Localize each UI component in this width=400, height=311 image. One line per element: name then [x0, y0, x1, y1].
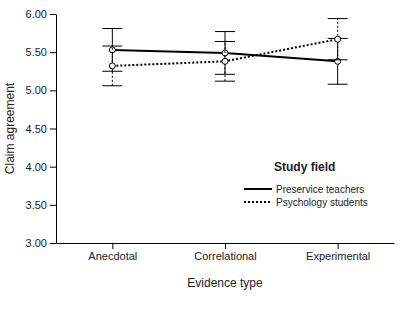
marks — [102, 19, 347, 86]
y-tick-mark — [50, 167, 56, 168]
error-bar — [215, 41, 235, 81]
y-tick-mark — [50, 243, 56, 244]
error-bar — [102, 46, 122, 86]
error-bar-cap — [102, 71, 122, 72]
y-tick: 4.50 — [26, 123, 56, 135]
y-tick-label: 5.50 — [26, 46, 47, 58]
y-tick-label: 3.00 — [26, 237, 47, 249]
x-tick-mark — [338, 243, 339, 249]
y-tick-label: 6.00 — [26, 8, 47, 20]
y-tick-mark — [50, 205, 56, 206]
point — [335, 36, 341, 42]
y-tick-mark — [50, 14, 56, 15]
error-bar-cap — [328, 18, 348, 19]
error-bar-cap — [328, 59, 348, 60]
x-tick-mark — [112, 243, 113, 249]
error-bar-cap — [215, 41, 235, 42]
error-bar-cap — [215, 74, 235, 75]
y-tick: 5.00 — [26, 84, 56, 96]
legend-title: Study field — [274, 160, 335, 174]
x-tick-label: Correlational — [194, 250, 256, 262]
x-tick-label: Anecdotal — [88, 250, 137, 262]
y-tick-mark — [50, 52, 56, 53]
y-tick: 4.00 — [26, 161, 56, 173]
error-bar-cap — [102, 85, 122, 86]
legend-swatch — [244, 201, 272, 203]
x-tick-mark — [225, 243, 226, 249]
y-axis: 3.00 3.50 4.00 4.50 5.00 5.50 6.00 — [26, 8, 57, 249]
x-axis: Anecdotal Correlational Experimental — [57, 243, 395, 262]
series — [102, 19, 347, 86]
y-tick: 3.00 — [26, 237, 56, 249]
y-tick: 6.00 — [26, 8, 56, 20]
y-axis-title: Claim agreement — [3, 82, 17, 174]
error-bar-cap — [102, 46, 122, 47]
x-tick: Anecdotal — [88, 243, 137, 262]
legend: Study field Preservice teachers Psychology… — [244, 160, 368, 208]
x-axis-title: Evidence type — [187, 276, 263, 290]
plot: 3.00 3.50 4.00 4.50 5.00 5.50 6.00 Anecdotal Cor… — [26, 8, 395, 262]
y-tick-label: 4.00 — [26, 161, 47, 173]
y-tick-mark — [50, 129, 56, 130]
point — [109, 63, 115, 69]
legend-swatch — [244, 188, 272, 190]
legend-label: Psychology students — [276, 197, 368, 208]
legend-label: Preservice teachers — [276, 184, 364, 195]
error-bar — [328, 38, 348, 84]
x-tick: Correlational — [194, 243, 256, 262]
y-tick-label: 4.50 — [26, 123, 47, 135]
error-bar-cap — [328, 84, 348, 85]
x-tick: Experimental — [306, 243, 370, 262]
error-bar — [328, 19, 348, 60]
y-axis-line — [56, 15, 57, 244]
x-tick-label: Experimental — [306, 250, 370, 262]
error-bar-cap — [102, 28, 122, 29]
error-bar — [102, 29, 122, 72]
y-tick: 5.50 — [26, 46, 56, 58]
chart: 3.00 3.50 4.00 4.50 5.00 5.50 6.00 Anecdotal Cor… — [0, 0, 400, 311]
point — [222, 58, 228, 64]
y-tick-label: 3.50 — [26, 199, 47, 211]
y-tick-mark — [50, 90, 56, 91]
error-bar-cap — [215, 31, 235, 32]
y-tick: 3.50 — [26, 199, 56, 211]
y-tick-label: 5.00 — [26, 84, 47, 96]
error-bar-cap — [215, 81, 235, 82]
series — [102, 29, 347, 85]
